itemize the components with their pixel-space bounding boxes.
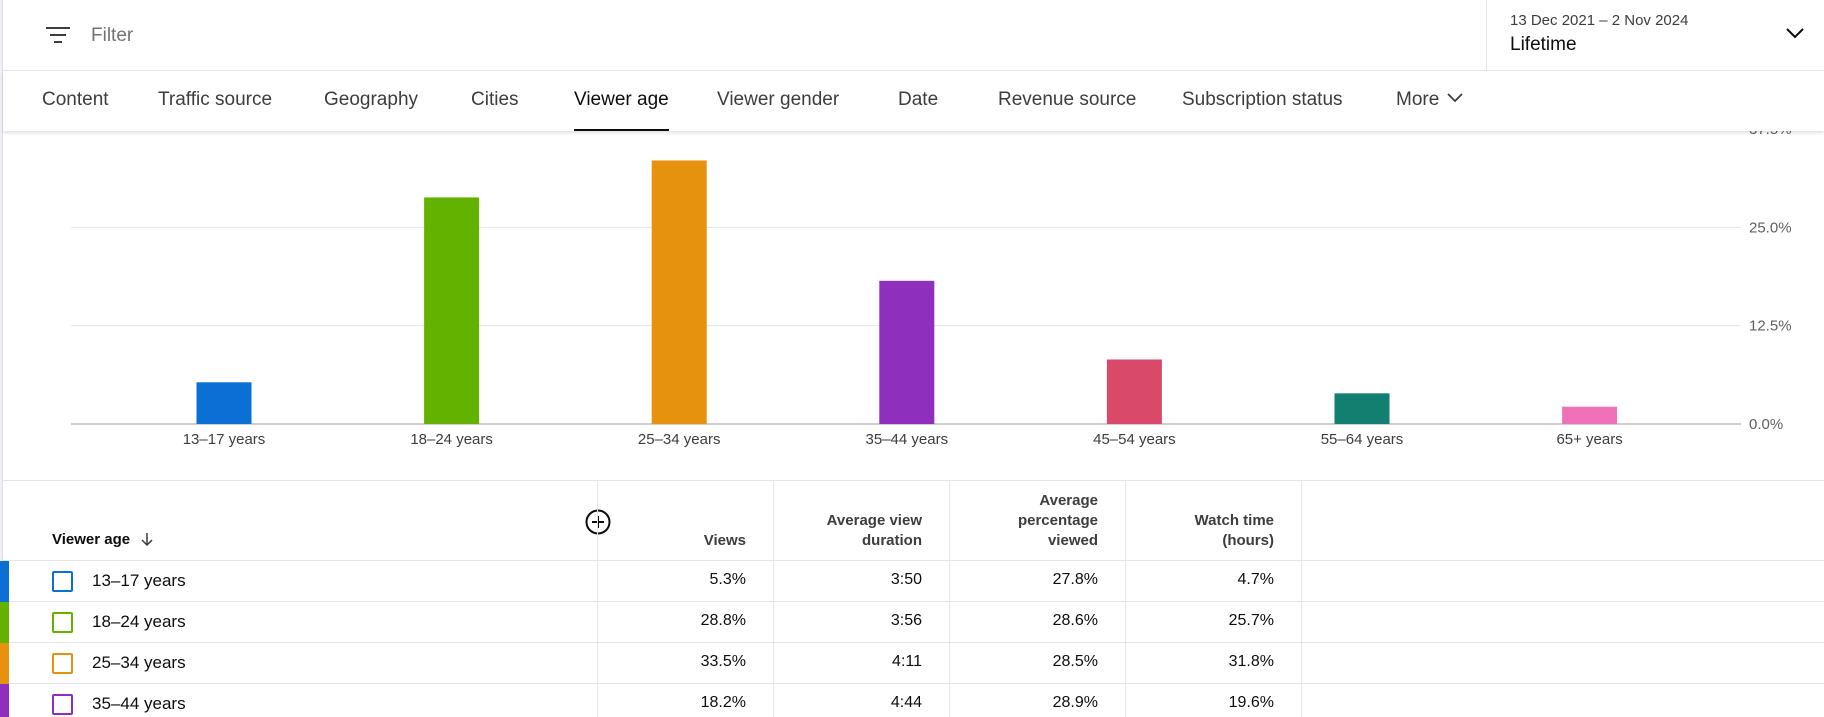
cell-avg-percentage-viewed: 28.9% xyxy=(1052,694,1098,711)
y-tick-label: 12.5% xyxy=(1749,318,1792,335)
bar xyxy=(1106,359,1162,424)
column-header-watch-time[interactable]: Watch time (hours) xyxy=(1194,512,1274,549)
tab-more-label: More xyxy=(1396,89,1440,110)
table-row[interactable]: 35–44 years 18.2% 4:44 28.9% 19.6% xyxy=(0,684,1824,717)
chevron-down-icon[interactable] xyxy=(1786,26,1804,39)
y-tick-label: 25.0% xyxy=(1749,219,1792,236)
cell-watch-time: 25.7% xyxy=(1228,612,1274,629)
tab-viewer-age[interactable]: Viewer age xyxy=(574,71,669,131)
arrow-down-icon xyxy=(140,532,154,550)
bar xyxy=(1562,406,1618,424)
dimension-header-label: Viewer age xyxy=(52,531,131,548)
x-tick-label: 13–17 years xyxy=(183,431,266,448)
date-preset-text: Lifetime xyxy=(1510,34,1577,55)
viewer-age-table: Viewer age Views Average view duration A… xyxy=(0,481,1824,717)
date-range-text: 13 Dec 2021 – 2 Nov 2024 xyxy=(1510,12,1689,29)
tab-cities[interactable]: Cities xyxy=(471,89,519,110)
row-checkbox[interactable] xyxy=(52,653,73,674)
date-range-picker[interactable]: 13 Dec 2021 – 2 Nov 2024 Lifetime xyxy=(1486,0,1824,71)
viewer-age-chart: 0.0% 12.5% 25.0% 37.5% 13–17 years 18–24 year… xyxy=(3,131,1824,481)
column-divider xyxy=(949,481,950,717)
table-header: Viewer age Views Average view duration A… xyxy=(3,481,1824,561)
bar xyxy=(1334,393,1390,424)
cell-views: 33.5% xyxy=(700,653,746,670)
page-left-edge xyxy=(0,0,3,717)
cell-views: 18.2% xyxy=(700,694,746,711)
column-header-avg-view-duration[interactable]: Average view duration xyxy=(826,512,922,549)
row-color-indicator xyxy=(0,684,9,717)
table-row[interactable]: 18–24 years 28.8% 3:56 28.6% 25.7% xyxy=(0,602,1824,643)
tab-traffic-source[interactable]: Traffic source xyxy=(158,89,273,110)
x-tick-label: 65+ years xyxy=(1556,431,1622,448)
cell-avg-view-duration: 4:44 xyxy=(890,694,922,711)
column-divider xyxy=(1301,481,1302,717)
filter-list-icon[interactable] xyxy=(45,24,71,46)
cell-avg-view-duration: 3:56 xyxy=(890,612,922,629)
table-row[interactable]: 13–17 years 5.3% 3:50 27.8% 4.7% xyxy=(0,561,1824,602)
row-label: 13–17 years xyxy=(92,571,186,590)
bar xyxy=(879,280,935,424)
tab-viewer-gender[interactable]: Viewer gender xyxy=(717,89,840,110)
table-row[interactable]: 25–34 years 33.5% 4:11 28.5% 31.8% xyxy=(0,643,1824,684)
row-color-indicator xyxy=(0,643,9,684)
cell-views: 28.8% xyxy=(700,612,746,629)
bar xyxy=(651,160,707,424)
cell-avg-view-duration: 4:11 xyxy=(892,653,922,670)
x-tick-label: 35–44 years xyxy=(866,431,949,448)
cell-avg-percentage-viewed: 27.8% xyxy=(1052,571,1098,588)
chevron-down-icon xyxy=(1447,69,1463,127)
bar xyxy=(196,382,252,424)
column-header-views[interactable]: Views xyxy=(703,532,746,549)
dimension-tabs: Content Traffic source Geography Cities … xyxy=(3,71,1824,131)
column-header-avg-percentage-viewed[interactable]: Average percentage viewed xyxy=(1017,492,1098,549)
filter-input[interactable] xyxy=(91,22,591,50)
cell-views: 5.3% xyxy=(709,571,746,588)
row-checkbox[interactable] xyxy=(52,612,73,633)
row-color-indicator xyxy=(0,602,9,643)
bar xyxy=(424,197,480,424)
cell-watch-time: 4.7% xyxy=(1237,571,1274,588)
sort-header-viewer-age[interactable]: Viewer age xyxy=(52,531,154,550)
tab-revenue-source[interactable]: Revenue source xyxy=(998,89,1137,110)
row-label: 35–44 years xyxy=(92,694,186,713)
bar-chart: 0.0% 12.5% 25.0% 37.5% 13–17 years 18–24 year… xyxy=(71,131,1792,448)
cell-avg-percentage-viewed: 28.5% xyxy=(1052,653,1098,670)
y-tick-label: 37.5% xyxy=(1749,131,1792,138)
tab-geography[interactable]: Geography xyxy=(324,89,419,110)
tab-date[interactable]: Date xyxy=(898,89,939,110)
column-divider xyxy=(597,481,598,717)
cell-avg-percentage-viewed: 28.6% xyxy=(1052,612,1098,629)
tab-content[interactable]: Content xyxy=(42,89,109,110)
column-divider xyxy=(773,481,774,717)
filter-bar: 13 Dec 2021 – 2 Nov 2024 Lifetime xyxy=(3,0,1824,71)
x-tick-label: 18–24 years xyxy=(410,431,493,448)
x-tick-label: 55–64 years xyxy=(1321,431,1404,448)
cell-avg-view-duration: 3:50 xyxy=(890,571,922,588)
y-tick-label: 0.0% xyxy=(1749,416,1783,433)
cell-watch-time: 31.8% xyxy=(1228,653,1274,670)
row-label: 25–34 years xyxy=(92,653,186,672)
add-metric-icon[interactable] xyxy=(585,509,611,535)
row-label: 18–24 years xyxy=(92,612,186,631)
x-tick-label: 45–54 years xyxy=(1093,431,1176,448)
column-divider xyxy=(1125,481,1126,717)
tab-subscription-status[interactable]: Subscription status xyxy=(1182,89,1343,110)
tab-more[interactable]: More xyxy=(1396,71,1463,131)
row-checkbox[interactable] xyxy=(52,571,73,592)
x-tick-label: 25–34 years xyxy=(638,431,721,448)
row-checkbox[interactable] xyxy=(52,694,73,715)
cell-watch-time: 19.6% xyxy=(1228,694,1274,711)
row-color-indicator xyxy=(0,561,9,602)
